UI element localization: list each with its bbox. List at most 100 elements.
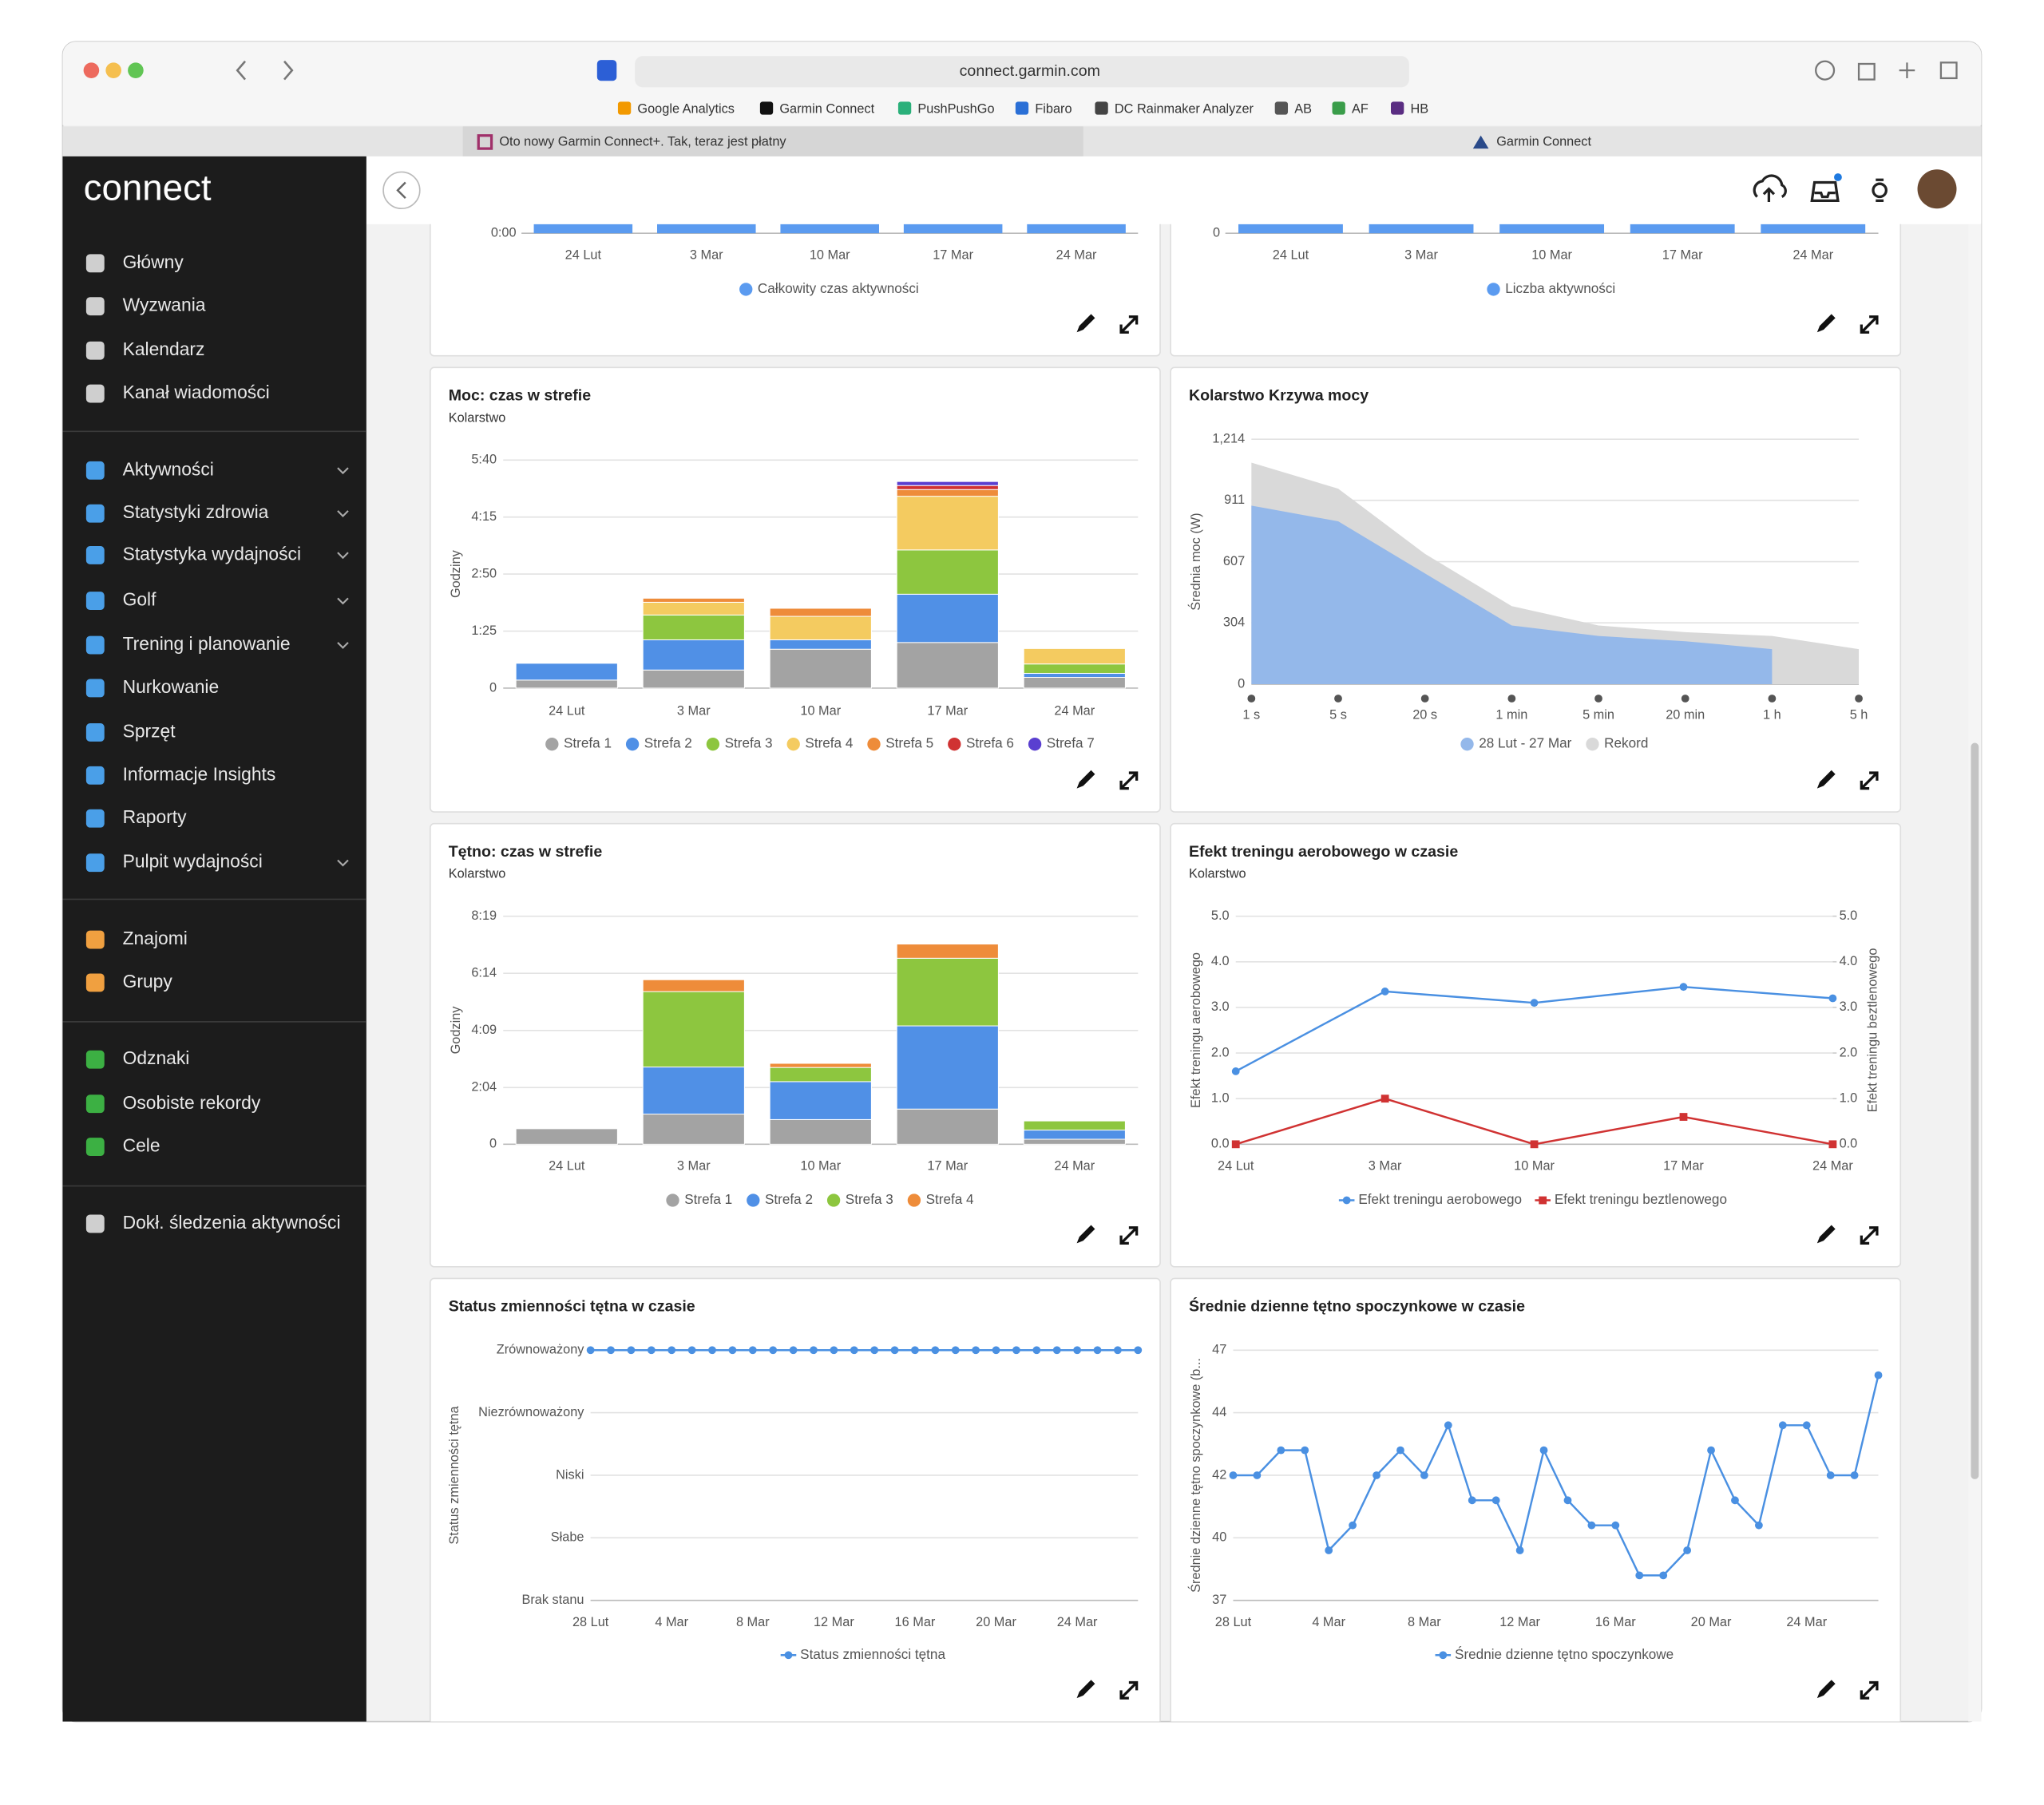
y-axis-title: Średnie dzienne tętno spoczynkowe (b...	[1188, 1358, 1203, 1593]
legend-item[interactable]: Status zmienności tętna	[780, 1646, 946, 1662]
bookmark[interactable]: DC Rainmaker Analyzer	[1115, 101, 1254, 116]
edit-button[interactable]	[1076, 1680, 1095, 1699]
nav-item[interactable]: Odznaki	[123, 1047, 190, 1068]
edit-button[interactable]	[1076, 1225, 1095, 1244]
nav-item[interactable]: Główny	[123, 251, 184, 272]
bookmark-icon	[617, 101, 632, 115]
edit-button[interactable]	[1816, 314, 1836, 333]
expand-button[interactable]	[1119, 1680, 1139, 1700]
expand-button[interactable]	[1860, 771, 1879, 790]
point	[1635, 1571, 1644, 1580]
x-tick-dot	[1768, 695, 1777, 703]
legend-item[interactable]: Średnie dzienne tętno spoczynkowe	[1435, 1646, 1674, 1662]
bookmark-icon	[1015, 101, 1029, 115]
nav-item[interactable]: Statystyka wydajności	[123, 543, 301, 564]
chevron[interactable]	[337, 510, 349, 517]
y-tick-label: 304	[1223, 616, 1245, 630]
tab-title[interactable]: Oto nowy Garmin Connect+. Tak, teraz jes…	[499, 134, 786, 148]
point	[1380, 1094, 1389, 1103]
bookmark[interactable]: AB	[1294, 101, 1312, 116]
expand-button[interactable]	[1119, 771, 1139, 790]
expand-button[interactable]	[1860, 1680, 1879, 1700]
point	[890, 1346, 899, 1355]
tab[interactable]	[462, 126, 1083, 156]
bookmark[interactable]: Google Analytics	[637, 101, 735, 116]
legend-item[interactable]: Strefa 2	[747, 1191, 813, 1207]
header-icons[interactable]	[1753, 174, 1888, 203]
logo[interactable]: connect	[84, 167, 212, 208]
legend-item[interactable]: Strefa 4	[786, 735, 854, 751]
nav-item[interactable]: Nurkowanie	[123, 676, 220, 697]
chevron[interactable]	[337, 552, 349, 560]
bookmark[interactable]: Garmin Connect	[779, 101, 874, 116]
close-button[interactable]	[83, 62, 100, 78]
avatar[interactable]	[1917, 169, 1957, 209]
nav-item[interactable]: Osobiste rekordy	[123, 1092, 261, 1113]
bookmark[interactable]: PushPushGo	[917, 101, 994, 116]
bookmark[interactable]: Fibaro	[1035, 101, 1072, 116]
nav-item[interactable]: Wyzwania	[123, 295, 206, 315]
nav-item[interactable]: Kanał wiadomości	[123, 382, 270, 402]
edit-button[interactable]	[1816, 1680, 1836, 1699]
nav-icon	[85, 635, 105, 655]
edit-button[interactable]	[1076, 314, 1095, 333]
legend-item[interactable]: Strefa 6	[948, 735, 1014, 751]
nav-item[interactable]: Pulpit wydajności	[123, 851, 263, 872]
nav-item[interactable]: Aktywności	[123, 458, 214, 479]
legend-item[interactable]: Strefa 3	[826, 1191, 893, 1207]
expand-button[interactable]	[1119, 1226, 1139, 1245]
legend-item[interactable]: Rekord	[1586, 735, 1648, 751]
edit-button[interactable]	[1816, 770, 1836, 789]
bookmark[interactable]: AF	[1352, 101, 1369, 116]
nav-item[interactable]: Dokł. śledzenia aktywności	[123, 1212, 341, 1233]
legend-item[interactable]: Liczba aktywności	[1487, 280, 1615, 296]
bookmark[interactable]: HB	[1410, 101, 1428, 116]
expand-button[interactable]	[1119, 315, 1139, 334]
nav-item[interactable]: Raporty	[123, 806, 188, 827]
bookmark-icon	[1274, 101, 1289, 115]
x-tick-label: 5 s	[1329, 708, 1347, 722]
chart-card: Kolarstwo Krzywa mocy 0 304 607 911 1,214 Śred…	[1170, 366, 1902, 813]
minimize-button[interactable]	[105, 62, 121, 78]
legend-item[interactable]: Strefa 4	[907, 1191, 974, 1207]
legend-item[interactable]: Strefa 7	[1028, 735, 1095, 751]
nav-item[interactable]: Statystyki zdrowia	[123, 501, 269, 522]
legend-item[interactable]: 28 Lut - 27 Mar	[1460, 735, 1572, 751]
chevron[interactable]	[337, 859, 349, 867]
legend-item[interactable]: Strefa 1	[666, 1191, 732, 1207]
nav-item[interactable]: Sprzęt	[123, 720, 176, 741]
y-tick-label: Niski	[556, 1467, 584, 1482]
legend-item[interactable]: Całkowity czas aktywności	[739, 280, 919, 296]
legend-item[interactable]: Efekt treningu beztlenowego	[1535, 1191, 1727, 1207]
point	[728, 1346, 737, 1355]
scrollbar-thumb[interactable]	[1971, 742, 1979, 1479]
point	[627, 1346, 636, 1355]
legend-item[interactable]: Efekt treningu aerobowego	[1338, 1191, 1522, 1207]
nav-item[interactable]: Znajomi	[123, 928, 188, 948]
nav-item[interactable]: Trening i planowanie	[123, 633, 291, 654]
expand-button[interactable]	[1860, 315, 1879, 334]
chevron[interactable]	[337, 467, 349, 475]
expand-button[interactable]	[1860, 1226, 1879, 1245]
chevron[interactable]	[337, 642, 349, 649]
legend-item[interactable]: Strefa 1	[545, 735, 612, 751]
chart-card: Moc: czas w strefie Kolarstwo 0 1:25 2:50 4:1…	[430, 366, 1161, 813]
legend-item[interactable]: Strefa 3	[706, 735, 773, 751]
nav-item[interactable]: Cele	[123, 1135, 160, 1156]
zoom-button[interactable]	[128, 62, 144, 78]
back-button[interactable]	[382, 171, 421, 210]
legend-item[interactable]: Strefa 5	[867, 735, 933, 751]
nav-arrows[interactable]	[236, 60, 294, 81]
url-bar[interactable]	[635, 56, 1409, 88]
chevron[interactable]	[337, 597, 349, 605]
extension-icon[interactable]	[596, 60, 617, 81]
legend-item[interactable]: Strefa 2	[625, 735, 692, 751]
nav-item[interactable]: Grupy	[123, 971, 173, 992]
nav-item[interactable]: Golf	[123, 589, 157, 610]
tab-title[interactable]: Garmin Connect	[1496, 134, 1591, 148]
edit-button[interactable]	[1076, 770, 1095, 789]
nav-item[interactable]: Informacje Insights	[123, 763, 276, 784]
edit-button[interactable]	[1816, 1225, 1836, 1244]
bar-segment	[896, 489, 999, 497]
nav-item[interactable]: Kalendarz	[123, 338, 205, 359]
